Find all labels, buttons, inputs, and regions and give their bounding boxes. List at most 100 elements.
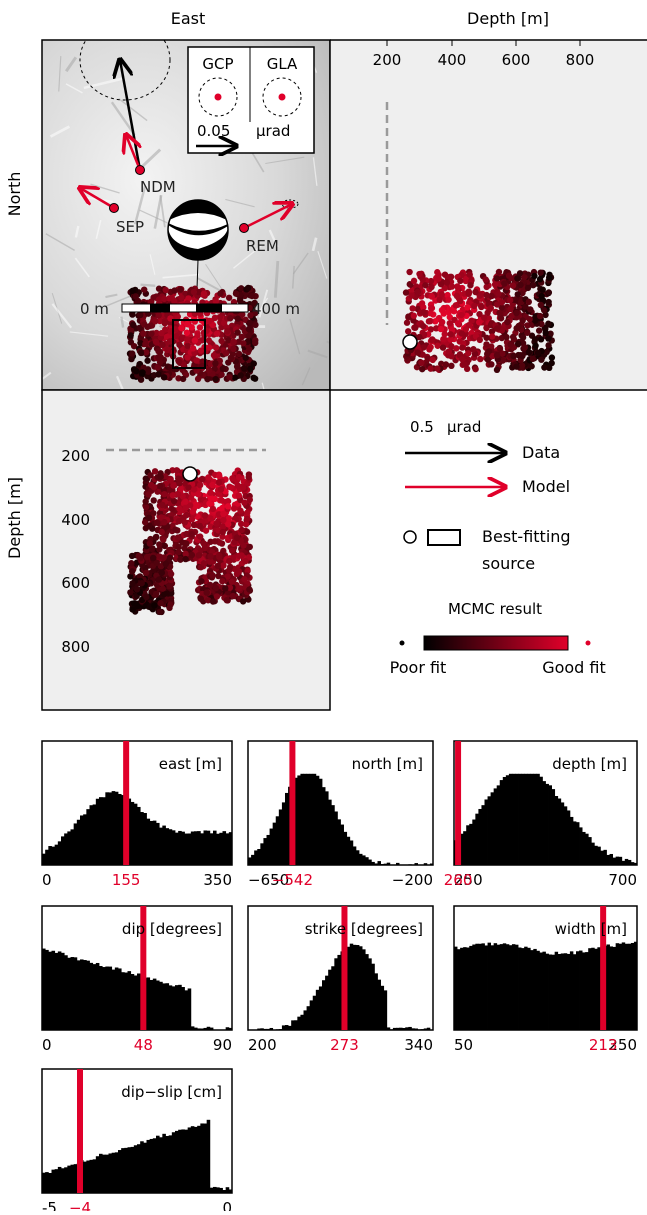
depth-tick-200: 200 <box>373 51 402 69</box>
row-label-depth: Depth [m] <box>5 477 24 559</box>
histogram-bar <box>524 774 527 865</box>
mcmc-sample-side <box>526 299 532 305</box>
depth-tick-600: 600 <box>502 51 531 69</box>
histogram-bar <box>509 945 512 1030</box>
histogram-bar <box>143 813 147 865</box>
histogram-bar <box>588 948 591 1030</box>
histogram-bar <box>607 944 610 1030</box>
mcmc-sample-bottom <box>202 512 208 518</box>
legend-data-label: Data <box>522 443 560 462</box>
histogram-bar <box>42 854 46 865</box>
mcmc-sample-bottom <box>159 502 165 508</box>
mcmc-sample-side <box>429 337 435 343</box>
histogram-bar <box>469 824 472 865</box>
mcmc-sample-bottom <box>201 560 207 566</box>
histogram-bar <box>552 955 555 1030</box>
mcmc-sample-side <box>442 331 448 337</box>
histogram-bar <box>579 827 582 865</box>
histogram-bar <box>121 1148 125 1193</box>
mcmc-sample-map <box>142 341 148 347</box>
histogram-bar <box>178 1130 182 1193</box>
histogram-bar <box>188 988 192 1030</box>
legend-poor-dot <box>400 641 405 646</box>
histogram-bar <box>396 1028 399 1030</box>
mcmc-sample-bottom <box>206 500 212 506</box>
histogram-bar <box>353 846 356 865</box>
mcmc-sample-side <box>522 344 528 350</box>
mcmc-sample-map <box>184 354 190 360</box>
mcmc-sample-map <box>152 318 158 324</box>
mcmc-sample-bottom <box>189 531 195 537</box>
histogram-bar <box>491 945 494 1030</box>
histogram-bar <box>371 964 374 1030</box>
histogram-bar <box>115 968 119 1030</box>
mcmc-sample-bottom <box>236 585 242 591</box>
histogram-bar <box>55 1169 59 1193</box>
mcmc-sample-side <box>513 310 519 316</box>
inset-scale-value: 0.05 <box>197 122 230 140</box>
histogram-bar <box>478 944 481 1030</box>
mcmc-sample-side <box>507 306 513 312</box>
mcmc-sample-bottom <box>241 576 247 582</box>
histogram-bar <box>175 1131 179 1193</box>
mcmc-sample-bottom <box>209 482 215 488</box>
histogram-bar <box>52 847 56 865</box>
mcmc-sample-side <box>494 367 500 373</box>
histogram-bar <box>128 1147 132 1193</box>
mcmc-sample-bottom <box>129 568 135 574</box>
mcmc-sample-bottom <box>230 593 236 599</box>
histogram-bar <box>594 949 597 1030</box>
histogram-bar <box>552 789 555 865</box>
mcmc-sample-side <box>430 357 436 363</box>
histogram-bar <box>359 854 362 865</box>
histogram-bar <box>229 832 233 865</box>
mcmc-sample-map <box>246 326 252 332</box>
histogram-bar <box>254 850 257 865</box>
station-label-rem: REM <box>246 237 279 255</box>
mcmc-sample-side <box>538 336 544 342</box>
mcmc-sample-side <box>418 360 424 366</box>
histogram-bar <box>488 796 491 865</box>
mcmc-sample-side <box>526 316 532 322</box>
mcmc-sample-bottom <box>171 498 177 504</box>
histogram-bar <box>530 774 533 865</box>
mcmc-sample-side <box>448 363 454 369</box>
histogram-bar <box>597 847 600 865</box>
mcmc-sample-bottom <box>229 475 235 481</box>
histogram-bar <box>137 807 141 865</box>
mcmc-sample-side <box>482 276 488 282</box>
mcmc-sample-side <box>510 282 516 288</box>
mcmc-sample-bottom <box>209 572 215 578</box>
mcmc-sample-bottom <box>169 506 175 512</box>
mcmc-sample-side <box>444 279 450 285</box>
histogram-bar <box>610 946 613 1030</box>
histogram-bar <box>99 1154 103 1193</box>
histogram-bar <box>521 948 524 1030</box>
histogram-bar <box>80 959 84 1030</box>
mcmc-sample-side <box>510 353 516 359</box>
mcmc-sample-side <box>443 361 449 367</box>
histogram-bar <box>140 1141 144 1193</box>
histogram-bar <box>463 831 466 865</box>
histogram-bar <box>147 819 151 865</box>
mcmc-sample-side <box>548 360 554 366</box>
mcmc-sample-bottom <box>189 552 195 558</box>
mcmc-sample-side <box>447 331 453 337</box>
histogram-best-label: 273 <box>330 1036 359 1054</box>
histogram-bar <box>112 970 116 1030</box>
histogram-bar <box>131 802 135 865</box>
histogram-bar <box>134 1145 138 1193</box>
histogram-bar <box>166 983 170 1030</box>
histogram-bar <box>86 961 90 1030</box>
histogram-bar <box>347 837 350 865</box>
legend-model-label: Model <box>522 477 570 496</box>
mcmc-sample-map <box>140 330 146 336</box>
mcmc-sample-side <box>478 304 484 310</box>
histogram-bar <box>328 800 331 865</box>
histogram-bar <box>185 1130 189 1193</box>
mcmc-sample-side <box>504 319 510 325</box>
mcmc-sample-map <box>204 376 210 382</box>
histogram-bar <box>270 829 273 865</box>
mcmc-sample-map <box>148 330 154 336</box>
histogram-bar <box>48 846 52 865</box>
